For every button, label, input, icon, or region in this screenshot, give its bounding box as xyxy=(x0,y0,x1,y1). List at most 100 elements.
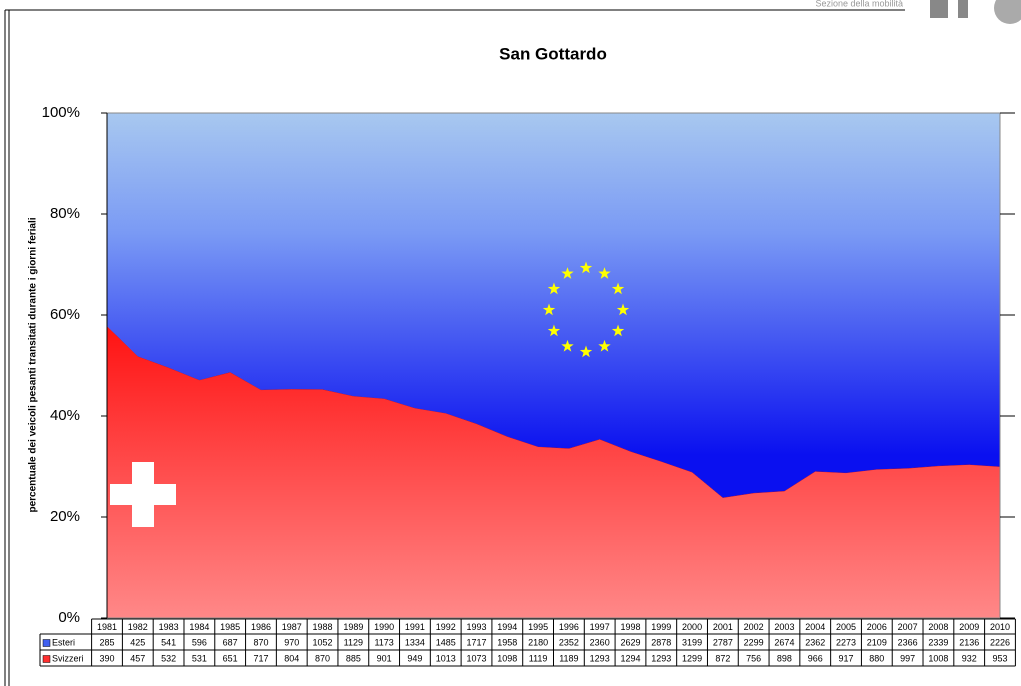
legend-swatch xyxy=(42,639,51,647)
table-value: 425 xyxy=(130,637,145,647)
x-tick-label: 1987 xyxy=(282,622,302,632)
eu-star xyxy=(579,345,593,358)
x-tick-label: 2005 xyxy=(836,622,856,632)
swiss-cross xyxy=(132,462,154,527)
x-tick-label: 2009 xyxy=(959,622,979,632)
table-value: 932 xyxy=(962,653,977,663)
x-tick-label: 1993 xyxy=(467,622,487,632)
table-value: 1485 xyxy=(436,637,456,647)
x-tick-label: 1982 xyxy=(128,622,148,632)
table-value: 596 xyxy=(192,637,207,647)
legend-swatch xyxy=(42,655,51,663)
table-value: 949 xyxy=(407,653,422,663)
table-value: 898 xyxy=(777,653,792,663)
y-axis-label: percentuale dei veicoli pesanti transita… xyxy=(28,217,39,512)
x-tick-label: 1994 xyxy=(497,622,517,632)
eu-star xyxy=(561,267,574,279)
eu-star xyxy=(616,303,630,316)
eu-star xyxy=(598,267,611,279)
y-tick-label: 80% xyxy=(50,205,80,222)
table-value: 804 xyxy=(284,653,299,663)
table-value: 970 xyxy=(284,637,299,647)
x-tick-label: 1984 xyxy=(189,622,209,632)
x-tick-label: 1995 xyxy=(528,622,548,632)
table-value: 1052 xyxy=(313,637,333,647)
table-value: 1299 xyxy=(682,653,702,663)
table-value: 1958 xyxy=(497,637,517,647)
table-value: 1129 xyxy=(344,637,363,647)
table-value: 1073 xyxy=(467,653,487,663)
x-tick-label: 1985 xyxy=(220,622,240,632)
table-value: 651 xyxy=(223,653,238,663)
x-tick-label: 1983 xyxy=(159,622,179,632)
table-value: 531 xyxy=(192,653,207,663)
table-value: 687 xyxy=(223,637,238,647)
x-tick-label: 2008 xyxy=(928,622,948,632)
x-tick-label: 2006 xyxy=(867,622,887,632)
table-value: 901 xyxy=(377,653,392,663)
eu-star xyxy=(547,324,561,337)
x-tick-label: 1990 xyxy=(374,622,394,632)
y-tick-label: 0% xyxy=(58,609,80,626)
table-value: 2136 xyxy=(959,637,979,647)
table-value: 3199 xyxy=(682,637,702,647)
x-tick-label: 1991 xyxy=(405,622,425,632)
x-tick-label: 1989 xyxy=(343,622,363,632)
y-tick-label: 60% xyxy=(50,306,80,323)
chart-title: San Gottardo xyxy=(499,44,607,63)
table-value: 966 xyxy=(808,653,823,663)
table-value: 1189 xyxy=(559,653,578,663)
table-value: 1293 xyxy=(590,653,610,663)
eu-star xyxy=(547,282,561,295)
table-value: 2366 xyxy=(898,637,918,647)
table-value: 1717 xyxy=(467,637,487,647)
table-value: 1008 xyxy=(928,653,948,663)
eu-star xyxy=(579,261,593,274)
x-tick-label: 2010 xyxy=(990,622,1010,632)
table-value: 390 xyxy=(99,653,114,663)
table-value: 1334 xyxy=(405,637,425,647)
x-tick-label: 2007 xyxy=(898,622,918,632)
logo xyxy=(930,0,1021,24)
table-value: 2629 xyxy=(620,637,640,647)
y-tick-label: 40% xyxy=(50,407,80,424)
table-value: 2787 xyxy=(713,637,733,647)
table-value: 532 xyxy=(161,653,176,663)
table-value: 2360 xyxy=(590,637,610,647)
section-name: Sezione della mobilità xyxy=(815,0,903,8)
table-value: 285 xyxy=(99,637,114,647)
legend-label: Esteri xyxy=(52,637,75,647)
legend-label: Svizzeri xyxy=(52,653,84,663)
table-value: 2180 xyxy=(528,637,548,647)
table-value: 997 xyxy=(900,653,915,663)
y-tick-label: 20% xyxy=(50,508,80,525)
table-value: 870 xyxy=(315,653,330,663)
x-tick-label: 1981 xyxy=(97,622,117,632)
table-value: 541 xyxy=(161,637,176,647)
eu-star xyxy=(611,324,625,337)
area-1 xyxy=(107,113,1000,498)
x-tick-label: 2004 xyxy=(805,622,825,632)
table-value: 2339 xyxy=(928,637,948,647)
table-value: 1293 xyxy=(651,653,671,663)
table-value: 2299 xyxy=(744,637,764,647)
table-value: 1098 xyxy=(497,653,517,663)
table-value: 2674 xyxy=(774,637,794,647)
table-value: 1173 xyxy=(374,637,393,647)
table-value: 717 xyxy=(253,653,268,663)
eu-star xyxy=(611,282,625,295)
table-value: 1013 xyxy=(436,653,456,663)
table-value: 756 xyxy=(746,653,761,663)
x-tick-label: 2003 xyxy=(774,622,794,632)
table-value: 1119 xyxy=(529,653,548,663)
x-tick-label: 1998 xyxy=(620,622,640,632)
eu-star xyxy=(598,339,611,352)
table-value: 880 xyxy=(869,653,884,663)
table-value: 1294 xyxy=(620,653,640,663)
x-tick-label: 2002 xyxy=(744,622,764,632)
table-value: 2226 xyxy=(990,637,1010,647)
x-tick-label: 1999 xyxy=(651,622,671,632)
eu-star xyxy=(542,303,556,316)
table-value: 2352 xyxy=(559,637,579,647)
x-tick-label: 1988 xyxy=(313,622,333,632)
